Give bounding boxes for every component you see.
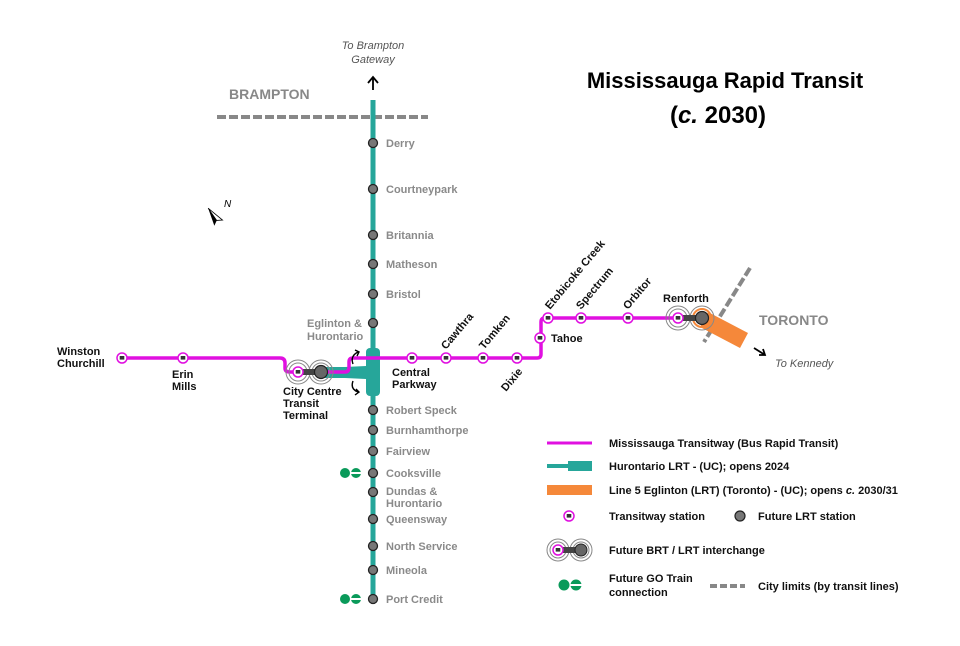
map-subtitle: (c. 2030) bbox=[670, 102, 766, 129]
compass-north-label: N bbox=[224, 199, 232, 210]
station-label: Derry bbox=[386, 138, 416, 150]
legend-interchange: Future BRT / LRT interchange bbox=[609, 545, 765, 557]
station-label: Cooksville bbox=[386, 468, 441, 480]
transitway-station[interactable] bbox=[406, 352, 418, 364]
legend-eglinton: Line 5 Eglinton (LRT) (Toronto) - (UC); … bbox=[609, 485, 898, 497]
lrt-station[interactable] bbox=[367, 467, 379, 479]
loop-arrow-icon bbox=[351, 380, 361, 396]
north-direction-1: To Brampton bbox=[342, 40, 405, 52]
transitway-station[interactable] bbox=[575, 312, 587, 324]
city-centre-interchange bbox=[285, 359, 334, 385]
compass-icon bbox=[207, 207, 224, 226]
station-label: Renforth bbox=[663, 293, 709, 305]
north-direction-2: Gateway bbox=[351, 54, 396, 66]
transitway-station[interactable] bbox=[542, 312, 554, 324]
station-label: Tahoe bbox=[551, 333, 583, 345]
station-label: Tomken bbox=[477, 312, 513, 352]
lrt-station[interactable] bbox=[367, 137, 379, 149]
lrt-station[interactable] bbox=[367, 229, 379, 241]
go-train-icon bbox=[558, 579, 582, 591]
lrt-station[interactable] bbox=[367, 258, 379, 270]
legend-city-limits: City limits (by transit lines) bbox=[758, 581, 899, 593]
transitway-station[interactable] bbox=[511, 352, 523, 364]
legend-lrt-station: Future LRT station bbox=[758, 511, 856, 523]
legend-lrt: Hurontario LRT - (UC); opens 2024 bbox=[609, 461, 790, 473]
station-label: Dundas & Hurontario bbox=[386, 486, 443, 510]
map-title: Mississauga Rapid Transit bbox=[587, 68, 864, 93]
east-direction: To Kennedy bbox=[775, 358, 835, 370]
transitway-station[interactable] bbox=[534, 332, 546, 344]
brampton-label: BRAMPTON bbox=[229, 86, 310, 102]
station-label: Cawthra bbox=[439, 310, 477, 352]
toronto-label: TORONTO bbox=[759, 312, 829, 328]
lrt-station[interactable] bbox=[367, 424, 379, 436]
interchange-icon bbox=[546, 538, 593, 562]
mississauga-transitway-line bbox=[122, 316, 702, 374]
transitway-station[interactable] bbox=[177, 352, 189, 364]
station-label: Robert Speck bbox=[386, 405, 458, 417]
legend-transitway: Mississauga Transitway (Bus Rapid Transi… bbox=[609, 438, 839, 450]
legend-go-2: connection bbox=[609, 587, 668, 599]
station-label: North Service bbox=[386, 541, 458, 553]
station-label: Central Parkway bbox=[392, 367, 438, 391]
lrt-station[interactable] bbox=[367, 288, 379, 300]
lrt-station[interactable] bbox=[367, 593, 379, 605]
lrt-station[interactable] bbox=[367, 404, 379, 416]
east-arrow-icon bbox=[753, 347, 767, 356]
lrt-station[interactable] bbox=[367, 513, 379, 525]
lrt-station[interactable] bbox=[367, 317, 379, 329]
renforth-interchange bbox=[665, 305, 715, 331]
transitway-station-icon bbox=[563, 510, 575, 522]
station-label: Mineola bbox=[386, 565, 428, 577]
go-train-icon bbox=[340, 594, 361, 604]
north-arrow-icon bbox=[367, 75, 379, 90]
eglinton-line bbox=[700, 312, 748, 348]
station-label: Erin Mills bbox=[172, 369, 196, 393]
station-label: City Centre Transit Terminal bbox=[283, 386, 342, 422]
legend-transitway-station: Transitway station bbox=[609, 511, 705, 523]
station-label: Courtneypark bbox=[386, 184, 458, 196]
station-label: Fairview bbox=[386, 446, 430, 458]
lrt-station[interactable] bbox=[367, 540, 379, 552]
station-label: Orbitor bbox=[621, 275, 655, 312]
station-label: Port Credit bbox=[386, 594, 443, 606]
transitway-station[interactable] bbox=[440, 352, 452, 364]
station-label: Bristol bbox=[386, 289, 421, 301]
loop-arrow-icon bbox=[351, 349, 360, 365]
station-label: Dixie bbox=[499, 366, 525, 394]
transitway-station[interactable] bbox=[477, 352, 489, 364]
lrt-station[interactable] bbox=[367, 486, 379, 498]
station-label: Britannia bbox=[386, 230, 435, 242]
station-label: Eglinton & Hurontario bbox=[307, 318, 364, 343]
go-train-icon bbox=[340, 468, 361, 478]
lrt-station[interactable] bbox=[367, 564, 379, 576]
station-label: Winston Churchill bbox=[57, 346, 105, 370]
station-label: Burnhamthorpe bbox=[386, 425, 469, 437]
legend: Mississauga Transitway (Bus Rapid Transi… bbox=[546, 438, 899, 599]
legend-go-1: Future GO Train bbox=[609, 573, 693, 585]
station-label: Queensway bbox=[386, 514, 448, 526]
lrt-station[interactable] bbox=[367, 183, 379, 195]
lrt-station[interactable] bbox=[367, 445, 379, 457]
transitway-station[interactable] bbox=[116, 352, 128, 364]
transitway-station[interactable] bbox=[622, 312, 634, 324]
lrt-station-icon bbox=[734, 510, 746, 522]
station-label: Matheson bbox=[386, 259, 438, 271]
lrt-city-centre-loop bbox=[366, 348, 380, 396]
